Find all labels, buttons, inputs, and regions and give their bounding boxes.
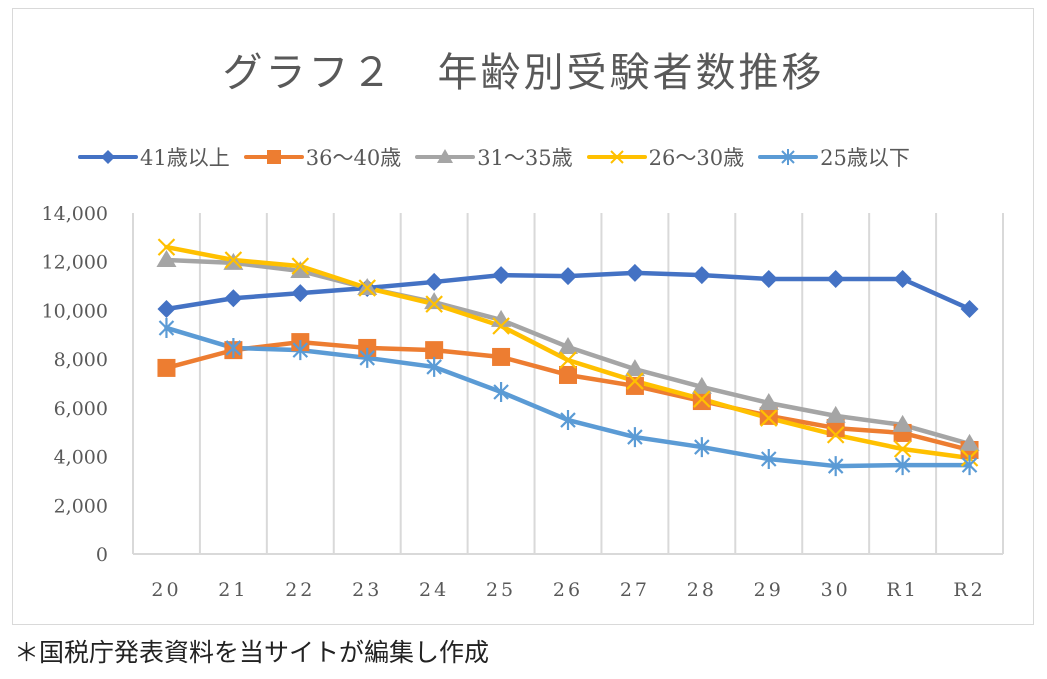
data-point-1-6 [559, 365, 577, 384]
y-tick-label: 6,000 [54, 398, 108, 420]
data-point-1-8 [692, 392, 711, 411]
x-tick-label: 26 [553, 579, 583, 601]
data-point-3-9 [759, 409, 778, 427]
data-point-0-1 [224, 289, 243, 308]
data-point-3-8 [693, 390, 711, 408]
x-tick-label: R1 [886, 579, 918, 601]
data-point-2-10 [825, 405, 846, 423]
data-point-3-10 [826, 426, 845, 444]
data-point-2-5 [491, 309, 512, 327]
y-tick-label: 14,000 [42, 203, 108, 225]
data-point-4-1 [225, 337, 242, 358]
x-tick-label: 24 [419, 579, 449, 601]
data-point-1-7 [625, 376, 644, 395]
data-point-2-2 [290, 260, 311, 278]
data-point-3-3 [358, 279, 377, 297]
data-point-2-0 [156, 250, 177, 268]
chart-title: グラフ２ 年齢別受験者数推移 [222, 50, 825, 96]
data-point-0-6 [559, 267, 577, 286]
legend-label: 26～30歳 [648, 146, 745, 170]
data-point-3-5 [492, 317, 510, 335]
data-point-2-8 [691, 376, 712, 394]
x-tick-label: R2 [953, 579, 985, 601]
y-tick-label: 10,000 [42, 300, 108, 322]
y-tick-label: 2,000 [54, 495, 108, 517]
data-point-0-0 [157, 299, 176, 318]
y-tick-label: 4,000 [54, 447, 108, 469]
data-point-4-7 [627, 427, 643, 448]
data-point-0-10 [826, 270, 845, 289]
legend-marker-triangle-icon [415, 149, 476, 163]
data-point-4-2 [292, 340, 309, 361]
x-tick-label: 28 [687, 579, 717, 601]
x-tick-label: 20 [151, 579, 181, 601]
legend-label: 25歳以下 [820, 146, 910, 170]
data-point-4-3 [359, 347, 376, 368]
legend-item-36-40: 36～40歳 [243, 142, 402, 172]
legend-label: 36～40歳 [305, 146, 402, 170]
x-tick-label: 25 [486, 579, 516, 601]
legend: 41歳以上 36～40歳 31～35歳 26～30歳 25歳以下 [78, 142, 924, 172]
data-point-1-4 [425, 341, 444, 360]
legend-label: 41歳以上 [140, 146, 230, 170]
y-tick-label: 0 [96, 544, 108, 566]
x-tick-label: 22 [285, 579, 315, 601]
data-point-0-12 [960, 299, 979, 318]
data-point-1-5 [492, 347, 511, 366]
data-point-0-5 [492, 266, 511, 285]
chart-frame [12, 8, 1034, 625]
data-point-2-12 [959, 433, 980, 451]
data-point-4-6 [560, 410, 576, 431]
data-point-4-10 [827, 456, 844, 477]
x-tick-label: 27 [620, 579, 650, 601]
legend-item-25under: 25歳以下 [758, 142, 910, 172]
data-point-2-7 [624, 359, 645, 377]
data-point-3-7 [626, 372, 644, 390]
data-point-3-6 [559, 351, 577, 369]
data-point-1-9 [759, 406, 778, 425]
x-tick-label: 30 [821, 579, 851, 601]
legend-label: 31～35歳 [477, 146, 573, 170]
data-point-4-12 [961, 455, 978, 476]
data-point-2-11 [892, 414, 913, 432]
data-point-3-1 [224, 251, 243, 269]
data-point-0-9 [759, 270, 778, 289]
data-point-0-11 [893, 270, 912, 289]
data-point-4-4 [426, 356, 442, 377]
legend-marker-x-icon [586, 150, 647, 164]
data-point-4-9 [760, 449, 777, 470]
data-point-0-8 [692, 266, 711, 285]
data-point-1-10 [826, 419, 845, 438]
data-point-0-4 [425, 272, 444, 291]
data-point-3-0 [157, 238, 176, 256]
data-point-0-7 [625, 263, 644, 282]
data-point-2-4 [424, 292, 445, 310]
data-point-0-2 [291, 284, 310, 303]
data-point-3-11 [893, 440, 912, 458]
data-point-3-2 [291, 257, 310, 275]
data-point-4-8 [694, 437, 710, 458]
legend-marker-diamond-icon [78, 150, 138, 164]
y-tick-label: 8,000 [54, 349, 108, 371]
y-tick-label: 12,000 [42, 252, 108, 274]
data-point-2-9 [758, 392, 779, 410]
x-tick-label: 21 [218, 579, 248, 601]
data-point-4-11 [894, 455, 911, 476]
data-point-4-0 [158, 317, 175, 338]
legend-item-31-35: 31～35歳 [415, 142, 573, 172]
footnote: ＊国税庁発表資料を当サイトが編集し作成 [14, 638, 490, 667]
legend-marker-square-icon [243, 150, 304, 164]
data-point-2-6 [558, 336, 578, 354]
legend-item-41plus: 41歳以上 [78, 142, 230, 172]
data-point-3-4 [425, 295, 443, 313]
data-point-4-5 [493, 382, 509, 403]
legend-marker-star-icon [758, 149, 819, 165]
data-point-1-0 [157, 358, 176, 377]
x-tick-label: 29 [754, 579, 784, 601]
x-tick-label: 23 [352, 579, 382, 601]
legend-item-26-30: 26～30歳 [586, 142, 745, 172]
